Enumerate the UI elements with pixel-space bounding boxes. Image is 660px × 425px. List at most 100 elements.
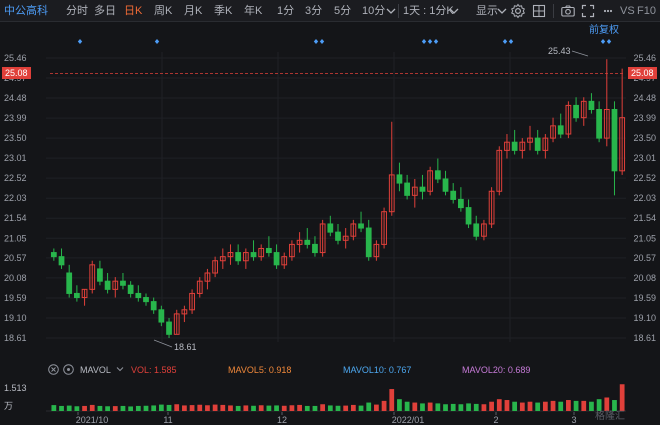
expand-icon[interactable] [580, 3, 596, 19]
volume-bar [128, 406, 134, 411]
price-tick-left: 21.05 [4, 233, 27, 243]
candle-body [204, 272, 211, 282]
event-marker-icon[interactable] [313, 39, 319, 44]
volume-bar [489, 401, 494, 411]
price-tick-left: 22.52 [4, 173, 27, 183]
event-marker-icon[interactable] [600, 39, 606, 44]
volume-bar [404, 401, 410, 411]
camera-icon[interactable] [560, 3, 576, 19]
compare-button[interactable]: VS [620, 5, 635, 17]
chevron-down-icon[interactable] [446, 3, 462, 19]
event-marker-icon[interactable] [502, 39, 508, 44]
volume-bar [473, 403, 479, 411]
time-tick: 3 [571, 415, 576, 425]
candle-body [66, 272, 73, 294]
candle-body [550, 125, 556, 139]
f10-button[interactable]: F10 [637, 5, 656, 17]
event-marker-icon[interactable] [421, 39, 427, 44]
period-5min[interactable]: 5分 [334, 5, 352, 17]
event-marker-icon[interactable] [508, 39, 514, 44]
period-monthly[interactable]: 月K [184, 5, 203, 17]
adjust-toggle[interactable]: 前复权 [589, 23, 619, 36]
price-tick-right: 19.59 [633, 293, 656, 303]
candle-body [212, 260, 219, 274]
kline-chart[interactable]: 25.4625.4624.9724.9724.4824.4823.9923.99… [0, 22, 660, 425]
period-intraday[interactable]: 分时 [66, 5, 88, 17]
candle-body [504, 141, 510, 151]
volume-bar [220, 404, 226, 411]
candle-body [488, 190, 495, 225]
candle-body [150, 301, 157, 311]
chevron-down-icon[interactable] [115, 364, 125, 376]
candle-body [312, 243, 318, 254]
candle-body [457, 198, 464, 209]
volume-bar [143, 405, 149, 411]
candle-body [127, 284, 134, 294]
watermark-logo: 格隆汇 [595, 409, 625, 422]
more-dots-icon[interactable] [600, 3, 616, 19]
volume-bar [466, 403, 471, 411]
event-marker-icon[interactable] [319, 39, 325, 44]
current-price-tag-left: 25.08 [2, 67, 31, 79]
period-yearly[interactable]: 年K [244, 5, 263, 17]
period-quarterly[interactable]: 季K [214, 5, 233, 17]
display-menu[interactable]: 显示 [476, 5, 498, 17]
volume-bar [596, 399, 602, 411]
chevron-down-icon[interactable] [494, 3, 510, 19]
candle-body [143, 297, 149, 303]
candle-body [388, 174, 395, 213]
volume-bar [589, 401, 594, 411]
volume-bar [74, 406, 80, 411]
chevron-down-icon[interactable] [383, 3, 399, 19]
candle-body [596, 109, 603, 139]
event-marker-icon[interactable] [427, 39, 433, 44]
candles [50, 59, 626, 338]
candle-body [50, 252, 57, 258]
indicator-name[interactable]: MAVOL [80, 365, 111, 375]
combo-period-select[interactable]: 1天 : 1分K [403, 5, 454, 17]
period-3min[interactable]: 3分 [305, 5, 323, 17]
candle-body [519, 141, 526, 151]
price-tick-right: 23.01 [633, 153, 656, 163]
volume-bar [374, 404, 379, 411]
candle-body [335, 231, 341, 241]
volume-bar [228, 405, 233, 411]
candle-body [81, 288, 88, 299]
candle-body [603, 109, 610, 139]
event-marker-icon[interactable] [77, 39, 83, 44]
indicator-settings-icon[interactable] [63, 364, 74, 377]
candle-body [242, 252, 249, 262]
kline-chart-area[interactable]: 25.4625.4624.9724.9724.4824.4823.9923.99… [0, 22, 660, 425]
event-marker-icon[interactable] [606, 39, 612, 44]
event-marker-icon[interactable] [433, 39, 439, 44]
low-price-label: 18.61 [174, 342, 197, 352]
low-label-pointer [153, 339, 173, 348]
volume-bar [235, 405, 241, 411]
candle-body [496, 149, 503, 192]
layout-grid-icon[interactable] [531, 3, 547, 19]
period-1min[interactable]: 1分 [277, 5, 295, 17]
time-axis: 2021/10 11 12 2022/01 2 3 [76, 412, 577, 425]
indicator-close-icon[interactable] [48, 364, 59, 377]
period-weekly[interactable]: 周K [154, 5, 173, 17]
period-multiday[interactable]: 多日 [94, 5, 116, 17]
price-tick-right: 21.05 [633, 233, 656, 243]
price-tick-right: 22.03 [633, 193, 656, 203]
candle-body [219, 256, 226, 262]
event-markers[interactable] [77, 39, 612, 44]
mavol5-value: MAVOL5: 0.918 [228, 365, 292, 375]
candle-body [427, 170, 434, 192]
volume-bar [327, 405, 333, 411]
volume-bar [343, 405, 349, 411]
period-10min[interactable]: 10分 [362, 5, 386, 17]
price-tick-left: 19.59 [4, 293, 27, 303]
volume-bar [519, 402, 525, 411]
gear-icon[interactable] [510, 3, 526, 19]
time-tick: 2 [493, 415, 498, 425]
period-daily[interactable]: 日K [124, 5, 143, 17]
event-marker-icon[interactable] [154, 39, 160, 44]
volume-bar [558, 401, 564, 411]
stock-name[interactable]: 中公高科 [4, 5, 48, 17]
price-tick-left: 23.50 [4, 133, 27, 143]
volume-bar [542, 401, 548, 411]
